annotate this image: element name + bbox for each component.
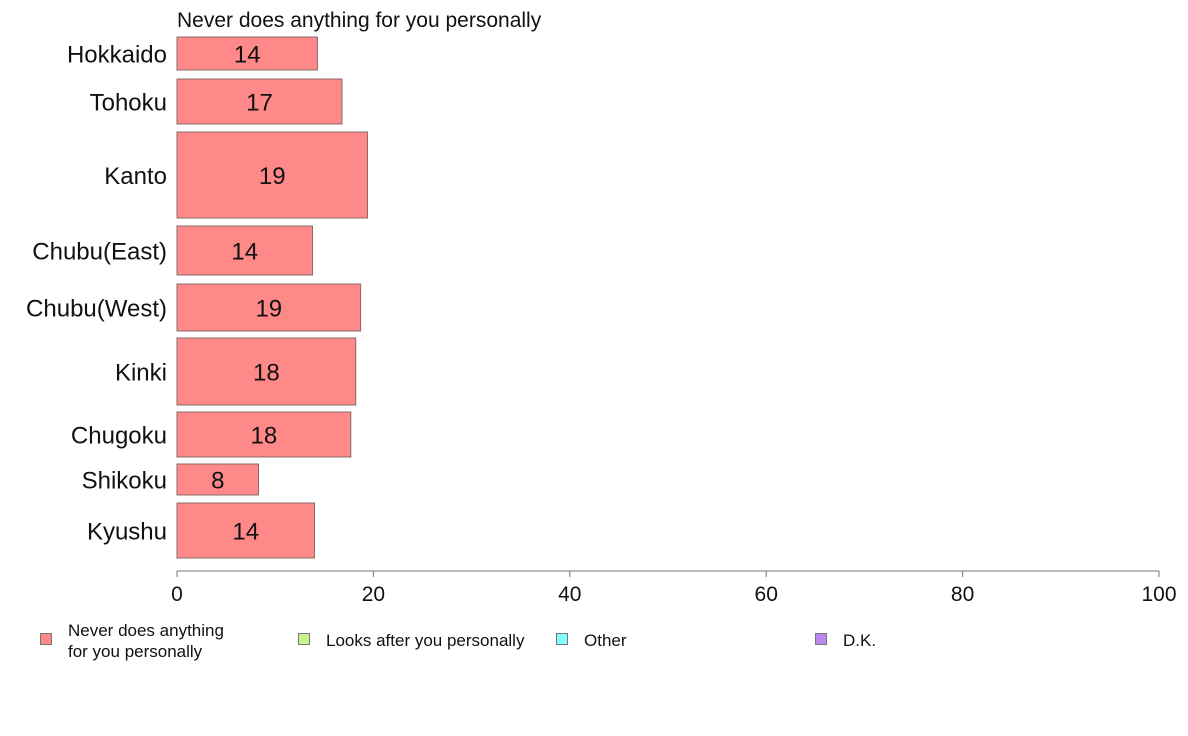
x-tick-label: 60 — [755, 583, 778, 606]
category-label: Chugoku — [71, 423, 167, 450]
bar — [176, 463, 260, 496]
data-label: 14 — [234, 42, 261, 69]
bar — [176, 131, 369, 219]
data-label: 18 — [251, 423, 278, 450]
legend-item: Other — [556, 620, 627, 651]
data-label: 8 — [211, 468, 224, 495]
bar — [176, 36, 318, 71]
bar — [176, 502, 315, 559]
data-label: 14 — [231, 239, 258, 266]
legend-item: Looks after you personally — [298, 620, 524, 651]
category-label: Chubu(West) — [26, 296, 167, 323]
category-label: Chubu(East) — [32, 239, 167, 266]
legend: Never does anything for you personally L… — [0, 620, 1188, 680]
data-label: 17 — [246, 90, 273, 117]
legend-swatch — [40, 633, 52, 645]
data-label: 19 — [255, 296, 282, 323]
bar — [176, 411, 352, 458]
bar — [176, 225, 314, 276]
legend-label: Looks after you personally — [326, 631, 525, 650]
chart-title: Never does anything for you personally — [177, 9, 542, 32]
x-tick-label: 100 — [1141, 583, 1176, 606]
legend-label: D.K. — [843, 631, 877, 650]
category-label: Shikoku — [82, 468, 167, 495]
x-tick-label: 20 — [362, 583, 385, 606]
category-label: Kinki — [115, 360, 167, 387]
legend-swatch — [556, 633, 568, 645]
category-label: Hokkaido — [67, 42, 167, 69]
x-tick-label: 0 — [171, 583, 183, 606]
legend-item: D.K. — [815, 620, 876, 651]
data-label: 19 — [259, 163, 286, 190]
x-tick-label: 80 — [951, 583, 974, 606]
category-label: Kyushu — [87, 519, 167, 546]
bar — [176, 337, 357, 406]
legend-label: Other — [584, 631, 627, 650]
data-label: 18 — [253, 360, 280, 387]
category-label: Kanto — [104, 163, 167, 190]
bar — [176, 283, 362, 332]
x-tick-label: 40 — [558, 583, 581, 606]
legend-label: Never does anything for you personally — [68, 621, 224, 661]
category-label: Tohoku — [90, 90, 167, 117]
legend-swatch — [815, 633, 827, 645]
legend-item: Never does anything for you personally — [40, 620, 224, 662]
legend-swatch — [298, 633, 310, 645]
data-label: 14 — [232, 519, 259, 546]
bar — [176, 78, 343, 125]
